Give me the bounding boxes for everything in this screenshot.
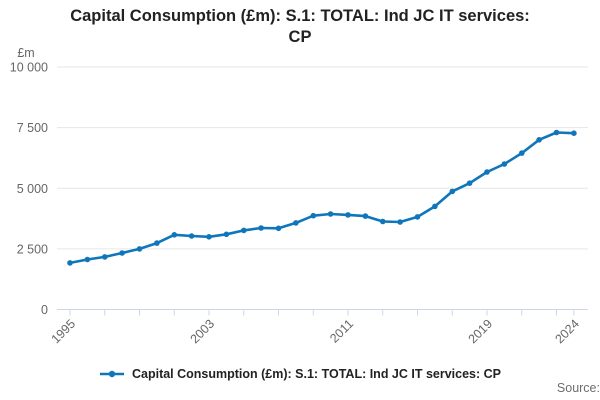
x-axis-tick-label: 2024 <box>552 317 582 347</box>
x-axis-tick-label: 2019 <box>466 317 496 347</box>
data-point-2006[interactable] <box>258 225 264 231</box>
y-axis-tick-label: 5 000 <box>17 182 48 196</box>
data-point-2020[interactable] <box>501 161 508 167</box>
x-axis-tick-label: 2011 <box>327 317 356 346</box>
legend-item-label[interactable]: Capital Consumption (£m): S.1: TOTAL: In… <box>131 367 502 381</box>
series-line[interactable] <box>68 131 576 265</box>
legend-series-marker[interactable] <box>99 367 125 381</box>
chart-title-line1: Capital Consumption (£m): S.1: TOTAL: In… <box>70 7 530 25</box>
y-axis-unit-label: £m <box>17 46 34 60</box>
data-point-2015[interactable] <box>414 214 421 220</box>
legend: Capital Consumption (£m): S.1: TOTAL: In… <box>0 364 600 384</box>
data-point-2012[interactable] <box>362 213 369 219</box>
data-point-2017[interactable] <box>449 188 456 195</box>
data-point-2002[interactable] <box>188 233 195 239</box>
data-point-2000[interactable] <box>154 240 160 246</box>
data-point-2001[interactable] <box>171 232 178 238</box>
data-point-2009[interactable] <box>310 212 317 219</box>
line-chart: £m 0 2 500 5 000 7 500 10 000 1995 2003 2011 2019… <box>10 46 588 347</box>
y-axis-tick-label: 0 <box>41 303 48 317</box>
data-point-2016[interactable] <box>432 203 438 210</box>
data-point-2003[interactable] <box>206 234 212 240</box>
data-point-1997[interactable] <box>102 254 108 260</box>
data-point-2022[interactable] <box>536 137 542 143</box>
data-point-2021[interactable] <box>519 150 525 156</box>
x-axis-tick-label: 2003 <box>188 317 218 347</box>
data-point-2023[interactable] <box>553 129 560 136</box>
data-point-2011[interactable] <box>345 212 351 218</box>
data-point-2005[interactable] <box>241 227 247 234</box>
data-point-2013[interactable] <box>380 218 386 225</box>
data-point-2008[interactable] <box>293 220 299 226</box>
y-axis-tick-label: 7 500 <box>17 121 48 135</box>
data-point-2014[interactable] <box>397 219 403 225</box>
data-point-1996[interactable] <box>84 256 91 263</box>
data-point-1999[interactable] <box>136 246 143 252</box>
y-axis-tick-label: 10 000 <box>10 61 48 75</box>
x-axis-tick-label: 1995 <box>49 317 79 347</box>
data-point-2018[interactable] <box>466 180 473 186</box>
data-point-1998[interactable] <box>119 250 125 256</box>
chart-title: Capital Consumption (£m): S.1: TOTAL: In… <box>20 6 580 48</box>
legend-dot-icon <box>108 370 116 378</box>
chart-title-line2: CP <box>288 28 312 46</box>
data-point-2019[interactable] <box>484 169 490 175</box>
data-point-2010[interactable] <box>327 211 334 217</box>
source-note: Source: <box>556 381 600 395</box>
y-axis-tick-label: 2 500 <box>17 242 48 256</box>
data-point-2024[interactable] <box>571 130 577 136</box>
data-point-1995[interactable] <box>67 260 73 266</box>
data-point-2007[interactable] <box>275 225 282 232</box>
data-point-2004[interactable] <box>223 231 230 238</box>
